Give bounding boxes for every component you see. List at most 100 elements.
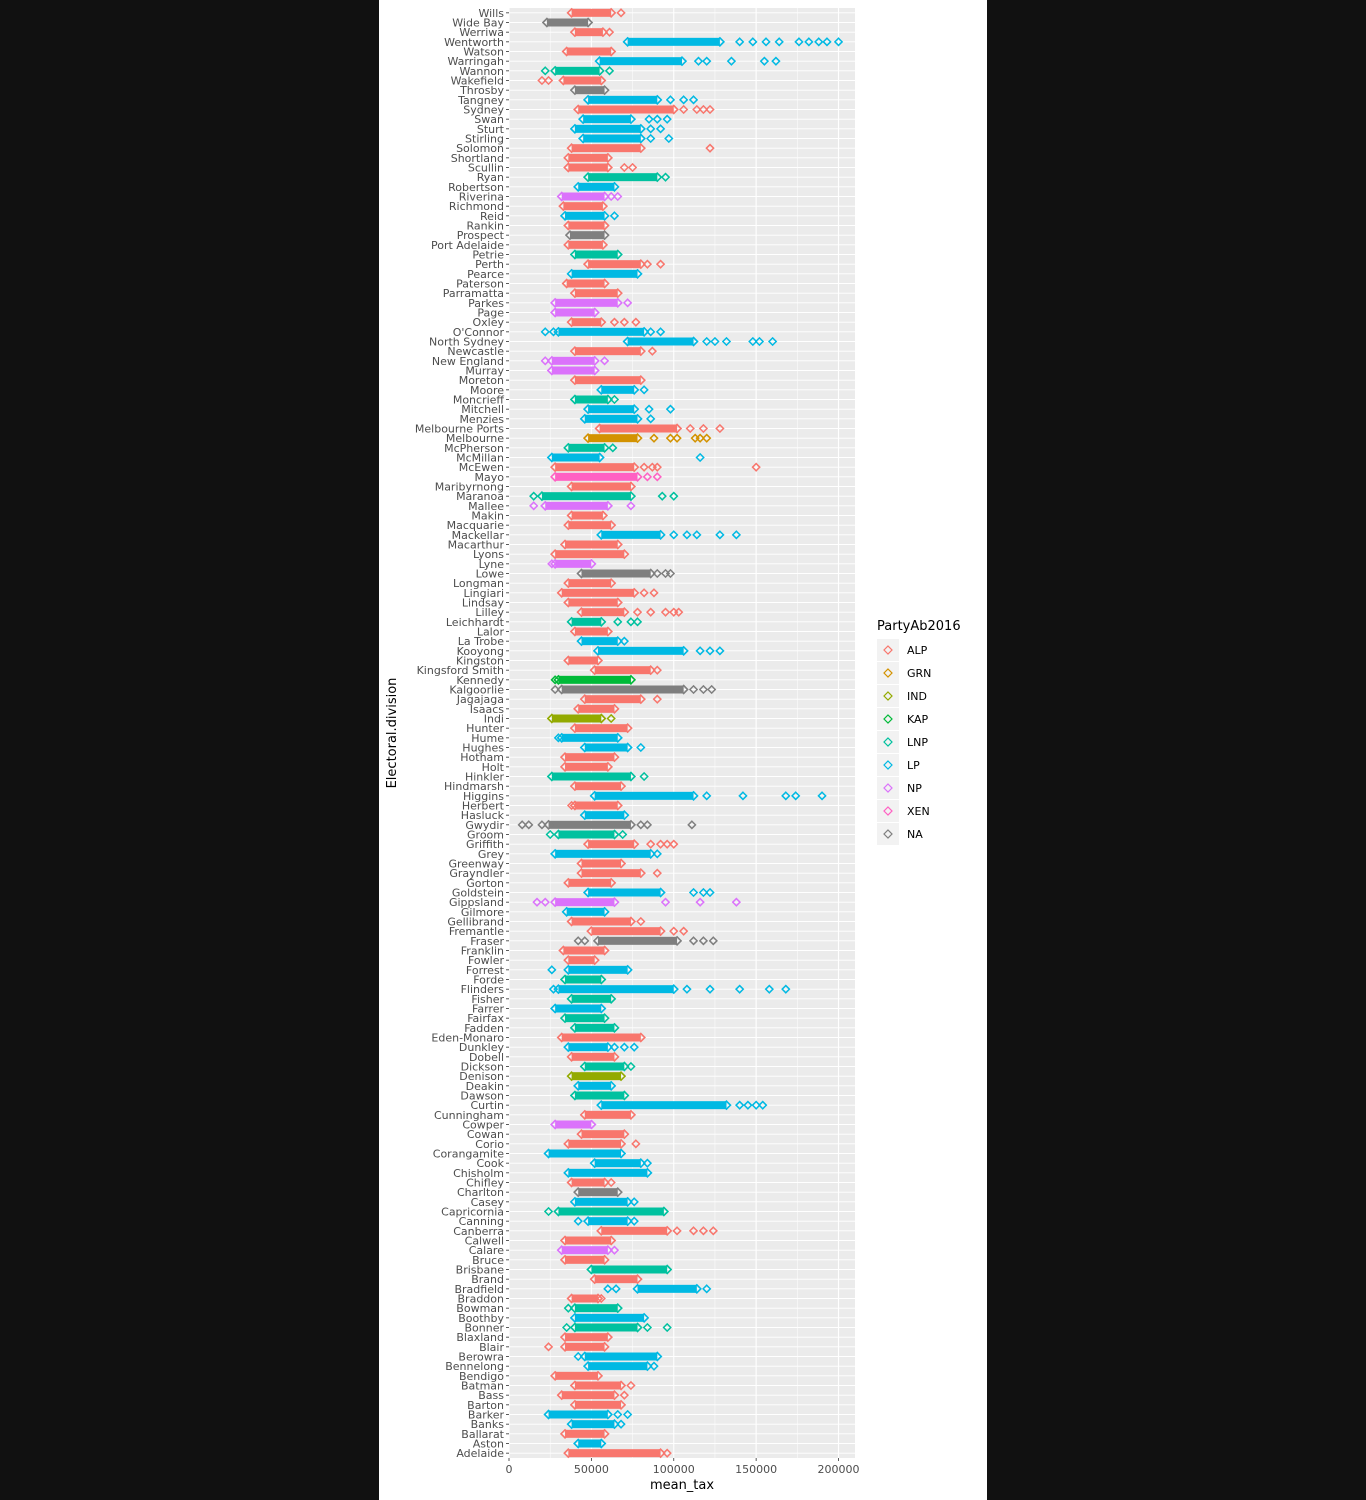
data-point xyxy=(589,790,600,801)
division-points xyxy=(582,887,715,898)
data-point xyxy=(569,723,581,734)
x-tick-label: 0 xyxy=(506,1463,513,1476)
division-points xyxy=(550,549,630,560)
data-point xyxy=(594,452,605,463)
division-points xyxy=(596,1225,718,1236)
division-points xyxy=(550,674,637,685)
data-point xyxy=(602,1042,613,1053)
y-tick-label: Cowan xyxy=(467,1128,504,1141)
division-points xyxy=(543,1409,633,1420)
y-tick-label: Brand xyxy=(471,1273,504,1286)
division-points xyxy=(578,114,672,125)
data-point xyxy=(561,906,572,917)
data-point xyxy=(691,1283,702,1294)
data-point xyxy=(578,114,589,125)
data-point xyxy=(563,220,574,231)
data-point xyxy=(814,37,824,47)
division-points xyxy=(559,210,620,221)
point-cluster xyxy=(558,327,645,336)
point-cluster xyxy=(568,956,595,965)
point-cluster xyxy=(545,501,608,510)
data-point xyxy=(606,7,617,18)
point-cluster xyxy=(571,144,641,153)
division-points xyxy=(559,1332,613,1343)
division-points xyxy=(563,1167,653,1178)
data-point xyxy=(602,1409,613,1420)
point-cluster xyxy=(565,540,618,549)
division-points xyxy=(586,926,689,937)
data-point xyxy=(606,1177,616,1188)
y-tick-label: Cunningham xyxy=(434,1109,504,1122)
data-point xyxy=(622,36,633,47)
data-point xyxy=(569,1322,581,1333)
data-point xyxy=(599,85,610,96)
y-tick-label: Dunkley xyxy=(459,1041,505,1054)
data-point xyxy=(592,645,604,656)
data-point xyxy=(660,172,671,182)
legend-key-background xyxy=(877,800,899,822)
data-point xyxy=(596,317,607,328)
division-points xyxy=(543,1148,627,1159)
data-point xyxy=(569,123,581,134)
data-point xyxy=(573,1438,584,1449)
data-point xyxy=(751,1100,761,1110)
division-points xyxy=(579,694,662,705)
data-point xyxy=(635,133,646,144)
y-tick-label: Barker xyxy=(468,1409,505,1422)
division-points xyxy=(547,558,597,569)
data-point xyxy=(652,94,663,105)
data-point xyxy=(550,675,560,685)
data-point xyxy=(692,104,702,115)
division-points xyxy=(559,761,613,772)
point-cluster xyxy=(574,724,628,733)
data-point xyxy=(566,510,577,521)
division-points xyxy=(582,94,699,105)
division-points xyxy=(537,75,607,86)
point-cluster xyxy=(565,1236,612,1245)
point-cluster xyxy=(588,888,661,897)
division-points xyxy=(603,1283,712,1294)
y-tick-label: Oxley xyxy=(472,316,504,329)
division-points xyxy=(576,568,676,579)
data-point xyxy=(546,713,557,724)
data-point xyxy=(569,85,581,96)
point-cluster xyxy=(584,811,625,820)
division-points xyxy=(559,539,623,550)
data-point xyxy=(597,239,609,250)
division-points xyxy=(569,1380,636,1391)
y-tick-label: Werriwa xyxy=(459,26,504,39)
data-point xyxy=(774,37,784,47)
data-point xyxy=(569,346,581,357)
point-cluster xyxy=(568,163,608,172)
data-point xyxy=(678,926,689,936)
data-point xyxy=(550,549,561,560)
division-points xyxy=(550,1370,604,1381)
data-point xyxy=(781,791,791,801)
data-point xyxy=(702,791,712,801)
point-cluster xyxy=(601,385,635,394)
y-tick-label: Wills xyxy=(478,7,504,20)
data-point xyxy=(599,1254,610,1265)
division-points xyxy=(596,529,742,540)
y-tick-label: Ballarat xyxy=(461,1428,504,1441)
data-point xyxy=(559,1013,571,1024)
division-points xyxy=(556,1390,629,1401)
division-points xyxy=(556,587,659,598)
data-point xyxy=(576,1129,587,1140)
data-point xyxy=(619,549,630,560)
y-tick-label: Fadden xyxy=(464,1022,504,1035)
data-point xyxy=(563,955,574,966)
point-cluster xyxy=(581,637,618,646)
data-point xyxy=(578,133,589,144)
data-point xyxy=(563,152,574,163)
legend-label: LNP xyxy=(907,736,928,749)
data-point xyxy=(582,1361,594,1372)
data-point xyxy=(638,326,650,337)
point-cluster xyxy=(597,936,678,945)
y-tick-label: Gorton xyxy=(466,877,504,890)
data-point xyxy=(625,481,637,492)
legend-key: LNP xyxy=(877,731,928,753)
point-cluster xyxy=(561,1246,608,1255)
point-cluster xyxy=(551,714,602,723)
